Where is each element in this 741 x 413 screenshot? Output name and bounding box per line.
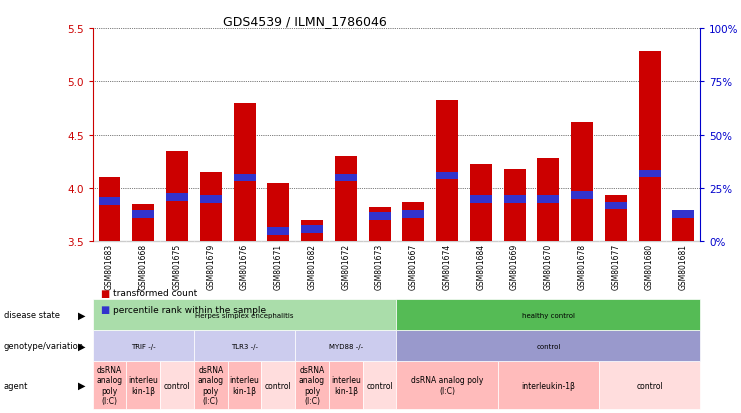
Text: control: control (637, 381, 663, 389)
Text: dsRNA
analog
poly
(I:C): dsRNA analog poly (I:C) (299, 365, 325, 405)
Text: dsRNA analog poly
(I:C): dsRNA analog poly (I:C) (411, 375, 483, 395)
Bar (133, 204, 154, 242)
Bar (99, 198, 121, 205)
Bar (233, 103, 256, 242)
Text: control: control (536, 343, 560, 349)
Bar (639, 170, 660, 178)
Bar (268, 183, 289, 242)
Text: control: control (366, 381, 393, 389)
Bar (402, 202, 425, 242)
Bar (368, 213, 391, 220)
Text: interleu
kin-1β: interleu kin-1β (128, 375, 158, 395)
Text: control: control (265, 381, 292, 389)
Bar (436, 101, 458, 242)
Text: disease state: disease state (4, 311, 60, 319)
Bar (368, 208, 391, 242)
Bar (504, 169, 525, 242)
Text: interleu
kin-1β: interleu kin-1β (331, 375, 361, 395)
Title: GDS4539 / ILMN_1786046: GDS4539 / ILMN_1786046 (224, 15, 387, 28)
Text: genotype/variation: genotype/variation (4, 342, 84, 350)
Text: Herpes simplex encephalitis: Herpes simplex encephalitis (196, 312, 293, 318)
Bar (166, 151, 188, 242)
Bar (672, 212, 694, 242)
Text: percentile rank within the sample: percentile rank within the sample (113, 305, 267, 314)
Bar (571, 123, 593, 242)
Text: ▶: ▶ (78, 310, 85, 320)
Bar (605, 196, 627, 242)
Bar (133, 211, 154, 218)
Text: TLR3 -/-: TLR3 -/- (231, 343, 258, 349)
Bar (436, 173, 458, 180)
Bar (301, 225, 323, 233)
Bar (504, 196, 525, 203)
Bar (200, 173, 222, 242)
Bar (537, 196, 559, 203)
Bar (470, 165, 492, 242)
Bar (571, 192, 593, 199)
Bar (672, 211, 694, 218)
Text: dsRNA
analog
poly
(I:C): dsRNA analog poly (I:C) (96, 365, 122, 405)
Bar (301, 220, 323, 242)
Bar (470, 196, 492, 203)
Text: interleukin-1β: interleukin-1β (522, 381, 575, 389)
Text: TRIF -/-: TRIF -/- (131, 343, 156, 349)
Text: control: control (164, 381, 190, 389)
Text: agent: agent (4, 381, 28, 389)
Text: MYD88 -/-: MYD88 -/- (329, 343, 363, 349)
Bar (335, 157, 356, 242)
Text: transformed count: transformed count (113, 289, 198, 298)
Text: ■: ■ (100, 305, 109, 315)
Bar (268, 228, 289, 235)
Bar (233, 175, 256, 182)
Bar (639, 52, 660, 242)
Text: dsRNA
analog
poly
(I:C): dsRNA analog poly (I:C) (198, 365, 224, 405)
Bar (605, 202, 627, 210)
Text: healthy control: healthy control (522, 312, 575, 318)
Text: ▶: ▶ (78, 380, 85, 390)
Bar (335, 175, 356, 182)
Bar (166, 194, 188, 201)
Bar (200, 196, 222, 203)
Text: interleu
kin-1β: interleu kin-1β (230, 375, 259, 395)
Bar (99, 178, 121, 242)
Bar (402, 211, 425, 218)
Text: ▶: ▶ (78, 341, 85, 351)
Bar (537, 159, 559, 242)
Text: ■: ■ (100, 288, 109, 298)
